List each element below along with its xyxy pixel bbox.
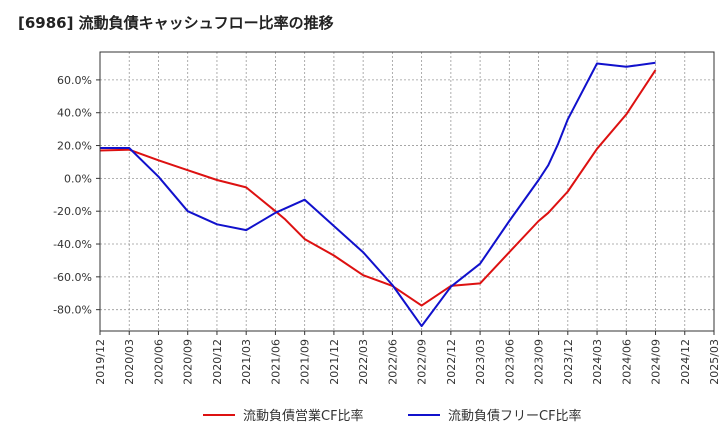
grid-lines <box>100 52 714 331</box>
x-tick-label: 2022/06 <box>386 339 399 385</box>
x-tick-label: 2020/06 <box>152 339 165 385</box>
legend-label-2: 流動負債フリーCF比率 <box>448 408 582 424</box>
x-tick-labels: 2019/12 2020/03 2020/06 2020/09 2020/12 2021/… <box>94 339 720 385</box>
x-tick-label: 2024/09 <box>650 339 663 385</box>
y-tick-label: -20.0% <box>53 205 92 218</box>
series-line-1 <box>99 69 657 307</box>
x-tick-label: 2020/12 <box>211 339 224 385</box>
x-tick-label: 2021/12 <box>328 339 341 385</box>
y-tick-label: 40.0% <box>57 107 92 120</box>
x-tick-label: 2021/06 <box>269 339 282 385</box>
y-tick-label: 0.0% <box>64 172 92 185</box>
x-tick-label: 2019/12 <box>94 339 107 385</box>
x-tick-label: 2024/06 <box>620 339 633 385</box>
x-tick-label: 2023/06 <box>503 339 516 385</box>
x-tick-label: 2023/12 <box>562 339 575 385</box>
y-tick-label: -40.0% <box>53 238 92 251</box>
x-tick-label: 2021/03 <box>240 339 253 385</box>
plot-border <box>99 51 715 332</box>
y-tick-label: 60.0% <box>57 74 92 87</box>
y-tick-labels: 60.0% 40.0% 20.0% 0.0% -20.0% -40.0% -60.0% -80… <box>53 74 92 317</box>
y-tick-label: -60.0% <box>53 271 92 284</box>
x-tick-label: 2022/12 <box>445 339 458 385</box>
series-lines <box>99 61 657 328</box>
x-tick-label: 2020/09 <box>182 339 195 385</box>
x-tick-label: 2024/12 <box>679 339 692 385</box>
x-tick-label: 2022/09 <box>416 339 429 385</box>
x-tick-label: 2020/03 <box>123 339 136 385</box>
x-tick-label: 2023/09 <box>533 339 546 385</box>
legend-label-1: 流動負債営業CF比率 <box>243 408 364 424</box>
x-tick-label: 2022/03 <box>357 339 370 385</box>
x-tick-label: 2023/03 <box>474 339 487 385</box>
y-tick-label: -80.0% <box>53 304 92 317</box>
x-tick-label: 2025/03 <box>708 339 720 385</box>
chart-title: [6986] 流動負債キャッシュフロー比率の推移 <box>18 14 334 32</box>
y-tick-label: 20.0% <box>57 140 92 153</box>
legend: 流動負債営業CF比率 流動負債フリーCF比率 <box>203 408 582 424</box>
plot-frame <box>96 51 715 335</box>
x-tick-label: 2024/03 <box>591 339 604 385</box>
x-tick-label: 2021/09 <box>299 339 312 385</box>
series-line-2 <box>100 61 656 328</box>
